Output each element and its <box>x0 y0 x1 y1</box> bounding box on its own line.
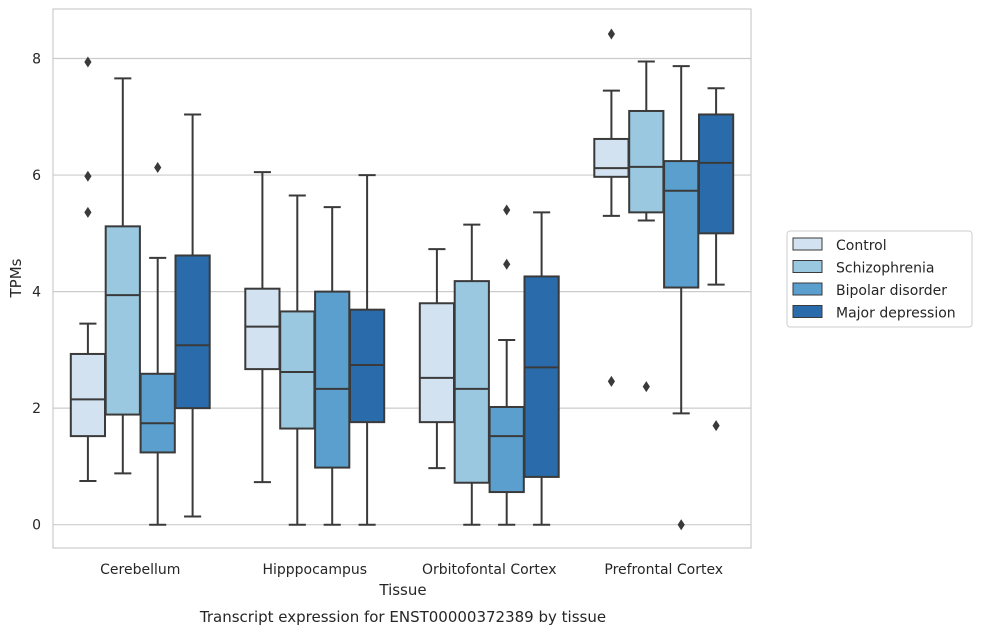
legend-label: Control <box>836 238 887 254</box>
y-axis-label: TPMs <box>7 258 25 298</box>
box-group <box>453 223 490 526</box>
x-tick-label: Orbitofontal Cortex <box>422 562 557 578</box>
box <box>139 372 176 454</box>
box <box>523 275 560 478</box>
outlier-point <box>642 381 650 393</box>
legend-frame <box>786 230 973 328</box>
outlier-point <box>712 420 720 432</box>
plot-area <box>52 8 752 549</box>
outlier-point <box>84 170 92 182</box>
box-group <box>488 204 525 526</box>
box-group <box>663 65 700 531</box>
box-group <box>244 171 281 484</box>
box <box>69 352 107 438</box>
legend-swatch <box>792 305 823 318</box>
box-group <box>314 206 351 526</box>
legend-label: Major depression <box>836 306 956 322</box>
legend: Control Schizophrenia Bipolar disorder Majo… <box>786 230 973 328</box>
legend-swatch <box>792 237 823 251</box>
legend-swatch <box>792 260 823 273</box>
x-tick-label: Prefrontal Cortex <box>604 562 723 578</box>
box <box>697 113 735 235</box>
box-group <box>523 211 560 526</box>
box-group <box>69 56 107 482</box>
box-group <box>348 174 386 526</box>
box <box>279 310 316 430</box>
outlier-point <box>154 161 162 173</box>
box <box>174 254 211 410</box>
x-axis-label: Tissue <box>378 581 426 599</box>
box <box>244 287 281 371</box>
x-tick-label: Hipppocampus <box>262 562 367 578</box>
y-tick-label: 2 <box>32 401 41 417</box>
legend-swatch <box>792 282 823 296</box>
box <box>593 137 630 178</box>
box-group <box>593 28 630 387</box>
outlier-point <box>607 28 615 40</box>
box <box>314 290 351 469</box>
box <box>628 109 665 214</box>
box <box>418 302 456 424</box>
x-tick-labels: Cerebellum Hipppocampus Orbitofontal Corte… <box>100 562 723 578</box>
outlier-point <box>503 258 511 270</box>
outlier-point <box>607 375 615 387</box>
outlier-point <box>677 519 685 531</box>
y-tick-labels: 0 2 4 6 8 <box>32 52 41 534</box>
outlier-point <box>84 206 92 218</box>
box <box>453 280 490 484</box>
y-tick-label: 6 <box>32 168 41 184</box>
box-group <box>104 77 141 475</box>
legend-label: Schizophrenia <box>836 261 934 277</box>
box-group <box>174 113 211 518</box>
legend-label: Bipolar disorder <box>836 283 947 299</box>
box-group <box>139 161 176 526</box>
y-tick-label: 8 <box>32 52 41 68</box>
outlier-point <box>503 204 511 216</box>
box <box>488 405 525 494</box>
x-tick-label: Cerebellum <box>100 562 180 578</box>
box <box>104 225 141 416</box>
outlier-point <box>84 56 92 68</box>
boxes <box>69 28 735 531</box>
y-tick-label: 0 <box>32 518 41 534</box>
box-group <box>697 87 735 432</box>
chart-caption: Transcript expression for ENST0000037238… <box>199 608 606 626</box>
box <box>663 160 700 289</box>
y-tick-label: 4 <box>32 285 41 301</box>
